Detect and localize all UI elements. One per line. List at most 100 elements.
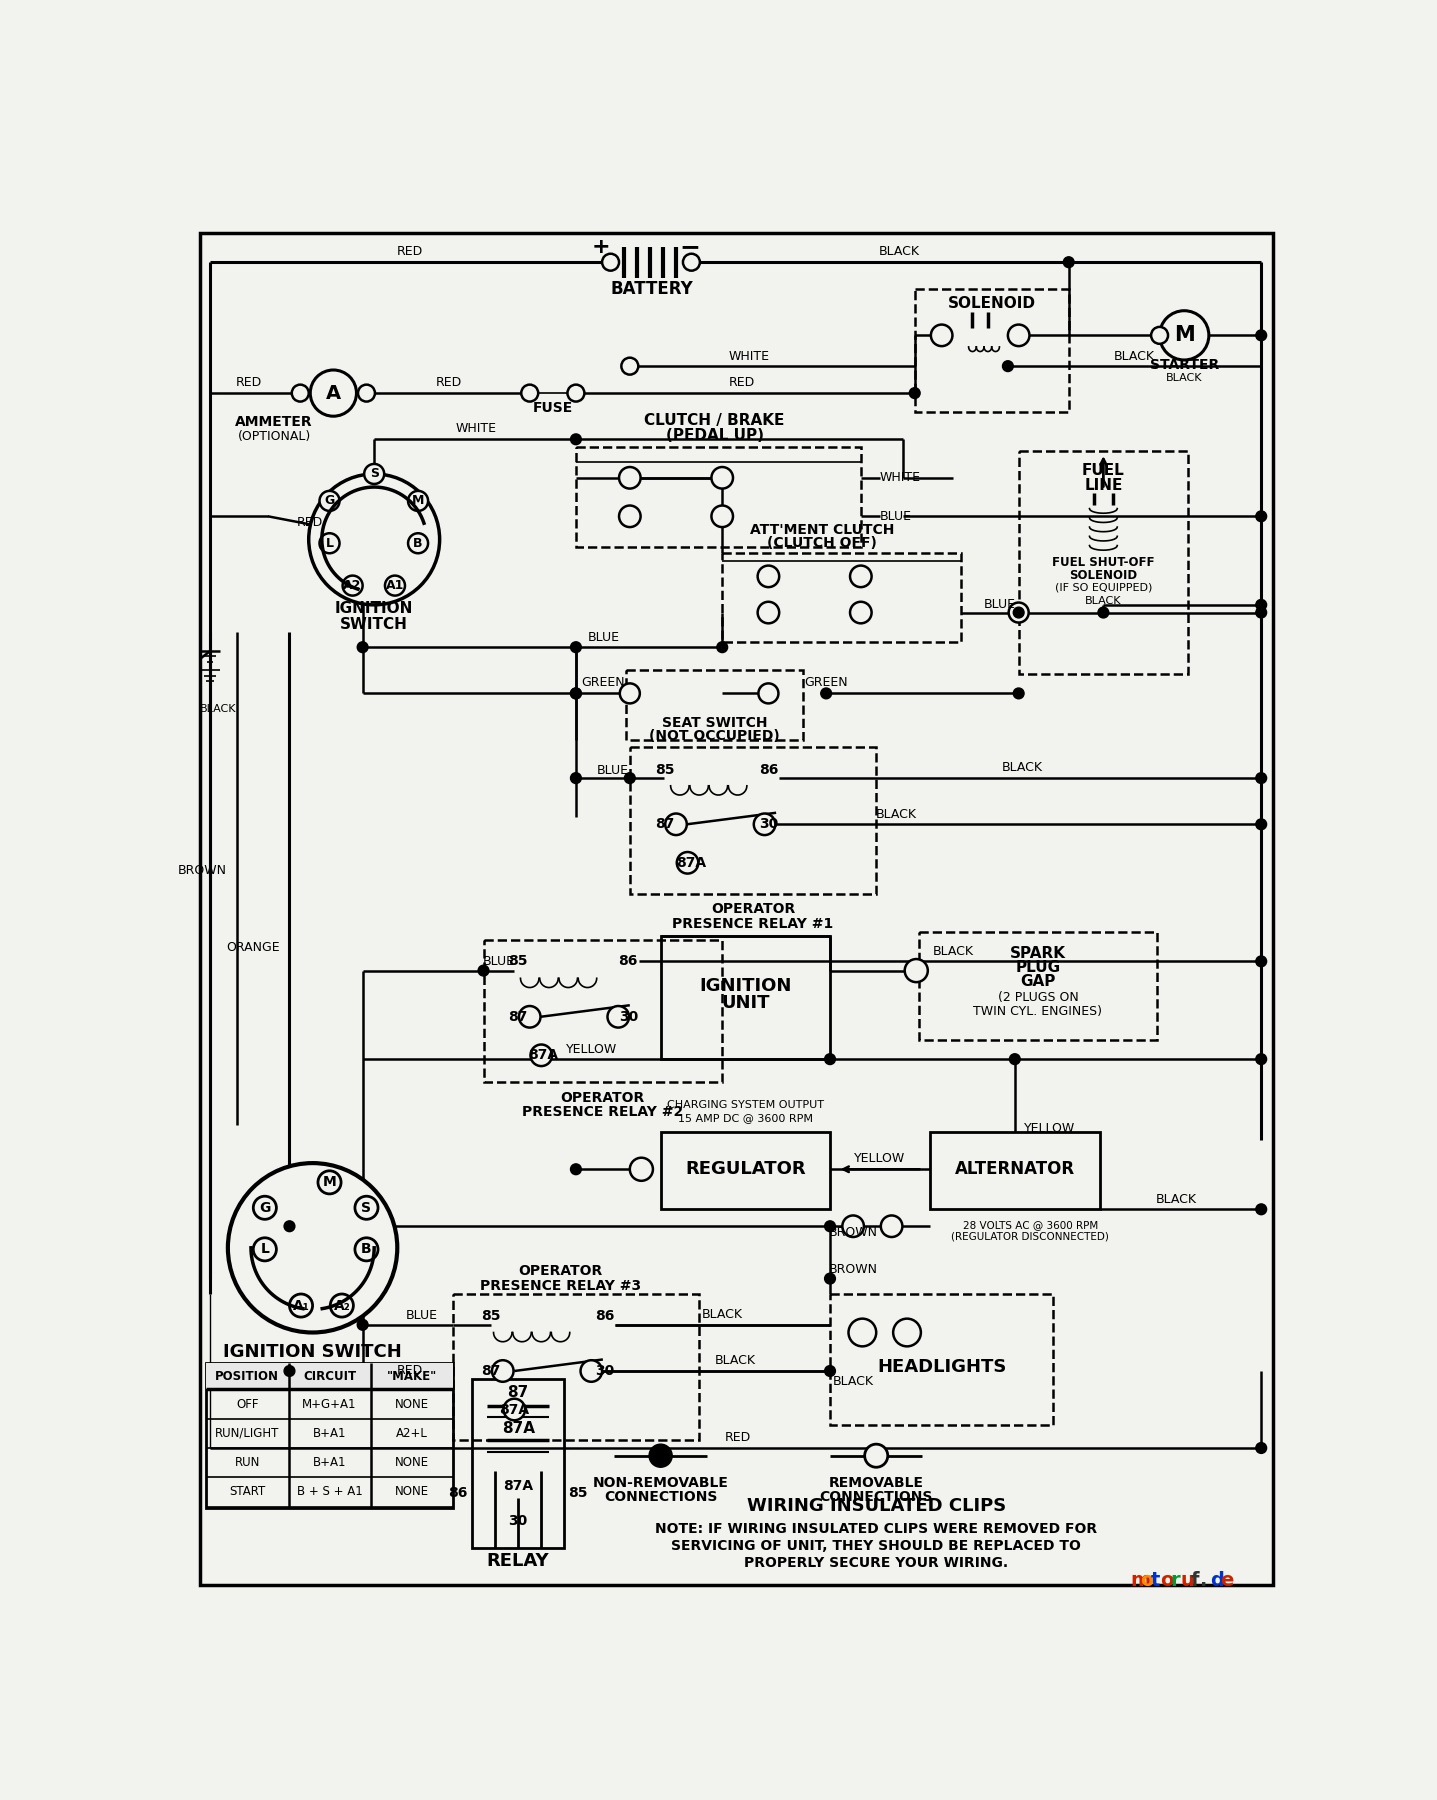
Text: BLACK: BLACK bbox=[1002, 761, 1043, 774]
Text: AMMETER: AMMETER bbox=[236, 416, 313, 430]
Circle shape bbox=[1013, 688, 1025, 698]
Text: NOTE: IF WIRING INSULATED CLIPS WERE REMOVED FOR: NOTE: IF WIRING INSULATED CLIPS WERE REM… bbox=[655, 1521, 1098, 1535]
Circle shape bbox=[253, 1197, 276, 1219]
Circle shape bbox=[1013, 607, 1025, 617]
Text: BLACK: BLACK bbox=[200, 704, 237, 715]
Text: RED: RED bbox=[435, 376, 461, 389]
Text: 87: 87 bbox=[509, 1010, 527, 1024]
Text: 28 VOLTS AC @ 3600 RPM: 28 VOLTS AC @ 3600 RPM bbox=[963, 1220, 1098, 1229]
Circle shape bbox=[358, 643, 368, 653]
Text: BLACK: BLACK bbox=[1165, 373, 1203, 383]
Text: (CLUTCH OFF): (CLUTCH OFF) bbox=[767, 536, 877, 551]
Text: CONNECTIONS: CONNECTIONS bbox=[819, 1490, 933, 1503]
Circle shape bbox=[1151, 328, 1168, 344]
Text: ORANGE: ORANGE bbox=[226, 941, 279, 954]
Text: YELLOW: YELLOW bbox=[566, 1042, 616, 1055]
Circle shape bbox=[1256, 956, 1266, 967]
Text: S: S bbox=[362, 1201, 372, 1215]
Circle shape bbox=[253, 1238, 276, 1260]
Text: L: L bbox=[260, 1242, 269, 1256]
Circle shape bbox=[1256, 1442, 1266, 1453]
Circle shape bbox=[1160, 311, 1209, 360]
Text: o: o bbox=[1160, 1571, 1174, 1589]
Text: 87: 87 bbox=[655, 817, 674, 832]
Circle shape bbox=[309, 473, 440, 605]
Text: OFF: OFF bbox=[236, 1397, 259, 1411]
Text: TWIN CYL. ENGINES): TWIN CYL. ENGINES) bbox=[973, 1004, 1102, 1019]
Text: GAP: GAP bbox=[1020, 974, 1056, 988]
Text: 86: 86 bbox=[448, 1485, 468, 1499]
Text: t: t bbox=[1151, 1571, 1160, 1589]
Bar bbox=[723, 553, 961, 643]
Text: BLUE: BLUE bbox=[405, 1309, 437, 1321]
Circle shape bbox=[881, 1215, 902, 1237]
Text: BLACK: BLACK bbox=[879, 245, 920, 257]
Text: RED: RED bbox=[397, 1364, 424, 1377]
Text: WIRING INSULATED CLIPS: WIRING INSULATED CLIPS bbox=[747, 1498, 1006, 1516]
Text: f: f bbox=[1190, 1571, 1198, 1589]
Text: REMOVABLE: REMOVABLE bbox=[829, 1476, 924, 1490]
Circle shape bbox=[1256, 1053, 1266, 1064]
Text: RED: RED bbox=[724, 1431, 750, 1444]
Text: BLUE: BLUE bbox=[596, 763, 629, 778]
Circle shape bbox=[851, 601, 872, 623]
Circle shape bbox=[285, 1366, 295, 1377]
Text: YELLOW: YELLOW bbox=[1025, 1121, 1075, 1136]
Bar bbox=[627, 670, 803, 740]
Text: A₂: A₂ bbox=[333, 1298, 351, 1312]
Circle shape bbox=[479, 965, 489, 976]
Circle shape bbox=[310, 371, 356, 416]
Circle shape bbox=[625, 772, 635, 783]
Text: RED: RED bbox=[297, 517, 323, 529]
Text: 86: 86 bbox=[759, 763, 777, 778]
Text: NON-REMOVABLE: NON-REMOVABLE bbox=[592, 1476, 729, 1490]
Text: WHITE: WHITE bbox=[729, 349, 770, 362]
Text: +: + bbox=[592, 238, 611, 257]
Text: "MAKE": "MAKE" bbox=[387, 1370, 437, 1382]
Circle shape bbox=[759, 684, 779, 704]
Text: r: r bbox=[1170, 1571, 1180, 1589]
Text: RED: RED bbox=[729, 376, 754, 389]
Circle shape bbox=[385, 576, 405, 596]
Text: BATTERY: BATTERY bbox=[609, 281, 693, 299]
Circle shape bbox=[331, 1294, 354, 1318]
Text: 85: 85 bbox=[509, 954, 527, 968]
Text: 85: 85 bbox=[655, 763, 674, 778]
Text: CLUTCH / BRAKE: CLUTCH / BRAKE bbox=[644, 412, 785, 428]
Text: BLUE: BLUE bbox=[879, 509, 912, 522]
Circle shape bbox=[757, 565, 779, 587]
Text: IGNITION: IGNITION bbox=[335, 601, 414, 616]
Text: M: M bbox=[323, 1175, 336, 1190]
Bar bbox=[661, 1132, 831, 1210]
Text: o: o bbox=[1141, 1571, 1154, 1589]
Text: REGULATOR: REGULATOR bbox=[685, 1161, 806, 1179]
Text: A2+L: A2+L bbox=[397, 1427, 428, 1440]
Bar bbox=[661, 936, 831, 1058]
Text: A2: A2 bbox=[343, 580, 362, 592]
Text: BLACK: BLACK bbox=[701, 1309, 743, 1321]
Circle shape bbox=[711, 466, 733, 488]
Text: 30: 30 bbox=[619, 1010, 638, 1024]
Circle shape bbox=[285, 1220, 295, 1231]
Circle shape bbox=[677, 851, 698, 873]
Text: NONE: NONE bbox=[395, 1485, 430, 1498]
Text: 87A: 87A bbox=[499, 1402, 529, 1417]
Circle shape bbox=[530, 1044, 552, 1066]
Circle shape bbox=[905, 959, 928, 983]
Text: UNIT: UNIT bbox=[721, 994, 770, 1012]
Text: CIRCUIT: CIRCUIT bbox=[303, 1370, 356, 1382]
Text: A1: A1 bbox=[385, 580, 404, 592]
Circle shape bbox=[228, 1163, 397, 1332]
Text: SEAT SWITCH: SEAT SWITCH bbox=[662, 716, 767, 729]
Text: M: M bbox=[412, 495, 424, 508]
Circle shape bbox=[621, 358, 638, 374]
Bar bbox=[930, 1132, 1099, 1210]
Text: (PEDAL UP): (PEDAL UP) bbox=[665, 428, 763, 443]
Circle shape bbox=[1009, 603, 1029, 623]
Text: IGNITION SWITCH: IGNITION SWITCH bbox=[223, 1343, 402, 1361]
Text: A: A bbox=[326, 383, 341, 403]
Bar bbox=[471, 1379, 565, 1548]
Text: NONE: NONE bbox=[395, 1456, 430, 1469]
Circle shape bbox=[318, 1170, 341, 1193]
Circle shape bbox=[1003, 360, 1013, 371]
